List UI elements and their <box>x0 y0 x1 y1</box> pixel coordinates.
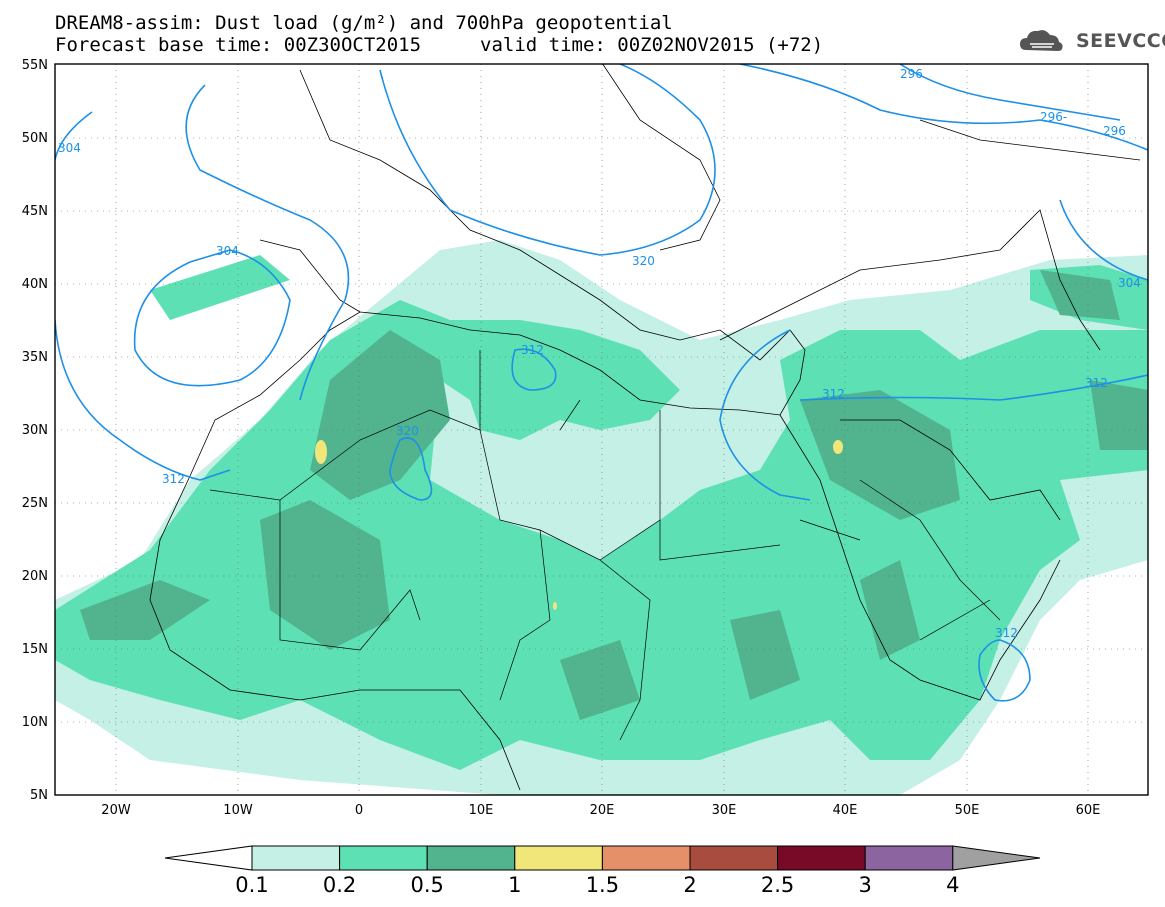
lon-label: 30E <box>712 803 737 818</box>
contour-label: 304 <box>1118 276 1141 290</box>
colorbar <box>164 845 1041 871</box>
contour-label: 312 <box>1085 376 1108 390</box>
colorbar-swatch <box>514 845 603 871</box>
colorbar-label: 3 <box>859 873 872 897</box>
contour-label: 304 <box>58 141 81 155</box>
colorbar-label: 1.5 <box>586 873 619 897</box>
lon-label: 20W <box>101 803 131 818</box>
colorbar-label: 4 <box>946 873 959 897</box>
forecast-base-time: Forecast base time: 00Z30OCT2015 <box>55 34 422 56</box>
colorbar-swatch <box>251 845 341 871</box>
lon-label: 20E <box>590 803 615 818</box>
longitude-labels: 20W 10W 0 10E 20E 30E 40E 50E 60E <box>101 803 1100 818</box>
colorbar-label: 1 <box>508 873 521 897</box>
colorbar-swatch <box>601 845 691 871</box>
lat-label: 50N <box>22 131 48 146</box>
map-title: DREAM8-assim: Dust load (g/m²) and 700hP… <box>55 12 673 34</box>
contour-label: 312 <box>995 626 1018 640</box>
lon-label: 50E <box>955 803 980 818</box>
colorbar-swatch <box>864 845 954 871</box>
contour-label: 296- <box>1040 110 1067 124</box>
dust-layer-high <box>80 270 1148 720</box>
logo-text: SEEVCCC <box>1076 30 1165 52</box>
colorbar-swatch <box>689 845 779 871</box>
lat-label: 55N <box>22 58 48 73</box>
colorbar-label: 0.2 <box>323 873 356 897</box>
map-frame <box>54 63 1149 796</box>
lon-label: 60E <box>1076 803 1101 818</box>
borders <box>209 350 1001 741</box>
lat-label: 15N <box>22 642 48 657</box>
colorbar-swatch <box>339 845 428 871</box>
contour-label: 304 <box>216 244 239 258</box>
colorbar-label: 2.5 <box>761 873 794 897</box>
lon-label: 10E <box>469 803 494 818</box>
colorbar-label: 0.5 <box>410 873 443 897</box>
contour-label: 312 <box>521 343 544 357</box>
colorbar-label: 2 <box>683 873 696 897</box>
colorbar-under-triangle <box>164 845 253 871</box>
coastlines <box>149 64 1141 791</box>
geopotential-contours <box>55 64 1148 702</box>
lon-label: 40E <box>833 803 858 818</box>
contour-label: 320 <box>632 254 655 268</box>
lon-label: 0 <box>355 803 363 818</box>
contour-label: 312 <box>162 472 185 486</box>
gridlines <box>55 64 1148 795</box>
lat-label: 5N <box>30 788 48 803</box>
lat-label: 25N <box>22 496 48 511</box>
lat-label: 35N <box>22 350 48 365</box>
lat-label: 20N <box>22 569 48 584</box>
contour-label: 296 <box>900 67 923 81</box>
dust-layer-peak <box>315 440 843 610</box>
contour-label: 296 <box>1103 124 1126 138</box>
colorbar-label: 0.1 <box>235 873 268 897</box>
lat-label: 30N <box>22 423 48 438</box>
cloud-logo-icon <box>1020 30 1063 51</box>
contour-label: 312 <box>822 387 845 401</box>
colorbar-over-triangle <box>952 845 1041 871</box>
lat-label: 45N <box>22 204 48 219</box>
latitude-labels: 55N 50N 45N 40N 35N 30N 25N 20N 15N 10N … <box>22 58 48 803</box>
lon-label: 10W <box>223 803 253 818</box>
contour-label: 320 <box>396 424 419 438</box>
colorbar-swatch <box>426 845 516 871</box>
colorbar-swatch <box>777 845 866 871</box>
valid-time: valid time: 00Z02NOV2015 (+72) <box>480 34 824 56</box>
lat-label: 40N <box>22 277 48 292</box>
colorbar-labels: 0.1 0.2 0.5 1 1.5 2 2.5 3 4 <box>235 873 959 897</box>
contour-labels: 304 296 296- 296 304 320 304 312 320 312… <box>58 67 1141 640</box>
lat-label: 10N <box>22 715 48 730</box>
